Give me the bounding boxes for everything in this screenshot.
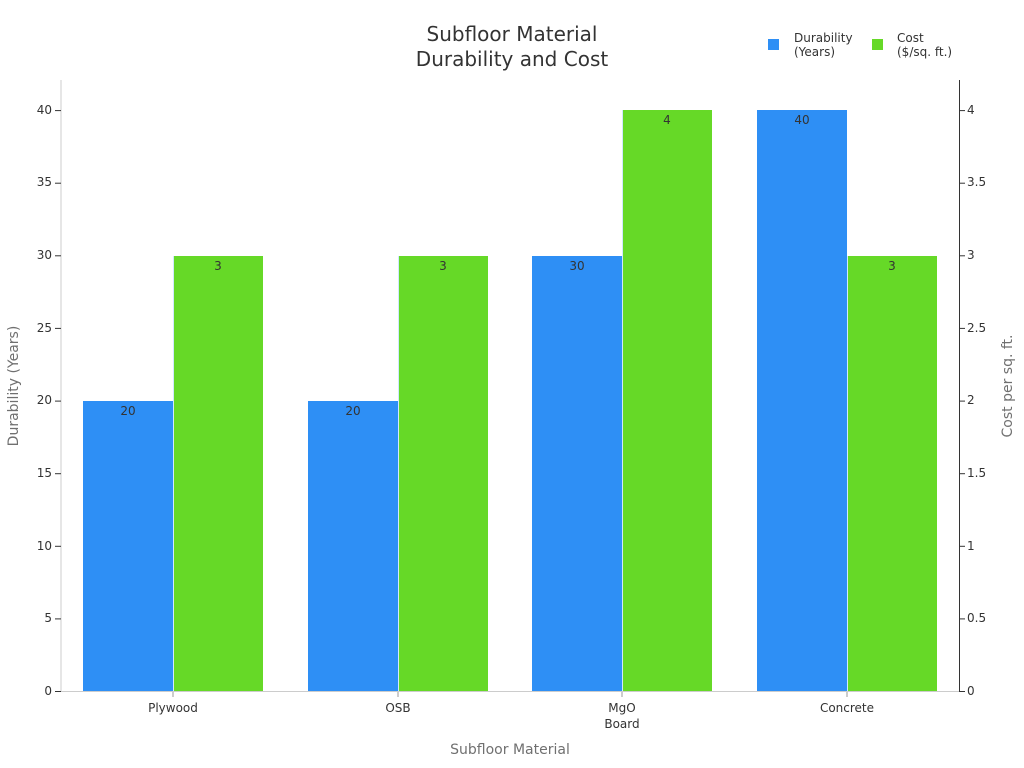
bar-cost-mgo-board xyxy=(622,110,712,691)
bar-value-label: 20 xyxy=(120,404,136,418)
bar-durability-concrete xyxy=(757,110,847,691)
y-tick: 40 xyxy=(36,103,52,117)
y-axis-right-title: Cost per sq. ft. xyxy=(1000,334,1016,438)
bar-cost-concrete xyxy=(847,256,937,691)
x-tick-text: Concrete xyxy=(819,701,875,715)
y-tick: 35 xyxy=(36,175,52,189)
bar-value-label: 40 xyxy=(794,113,810,127)
y-right-tick: 1.5 xyxy=(967,466,987,480)
legend-swatch-durability xyxy=(768,39,779,50)
bar-value-label: 3 xyxy=(439,259,447,273)
y-tick: 15 xyxy=(36,466,52,480)
y-right-tick: 3.5 xyxy=(967,175,987,189)
y-tick: 5 xyxy=(44,611,52,625)
bar-cost-osb xyxy=(398,256,488,691)
bar-durability-plywood xyxy=(83,401,173,691)
bar-cost-plywood xyxy=(173,256,263,691)
bar-value-label: 3 xyxy=(888,259,896,273)
x-tick-concrete: Concrete xyxy=(787,700,907,716)
y-right-tick: 0.5 xyxy=(967,611,987,625)
y-tick: 30 xyxy=(36,248,52,262)
y-right-tick: 2 xyxy=(967,393,975,407)
y-right-tick: 4 xyxy=(967,103,975,117)
x-tick-plywood: Plywood xyxy=(113,700,233,716)
y-right-tick: 3 xyxy=(967,248,975,262)
bar-value-label: 3 xyxy=(214,259,222,273)
bar-value-label: 20 xyxy=(345,404,361,418)
x-tick-text: Board xyxy=(604,717,640,731)
chart-title-line-2: Durability and Cost xyxy=(415,47,609,71)
x-axis-title: Subfloor Material xyxy=(450,742,570,758)
legend-label-cost: Cost ($/sq. ft.) xyxy=(897,31,952,59)
y-tick: 0 xyxy=(44,684,52,698)
y-right-tick: 0 xyxy=(967,684,975,698)
x-tick-mgo-board: MgO Board xyxy=(562,700,682,732)
bar-value-label: 4 xyxy=(663,113,671,127)
x-tick-osb: OSB xyxy=(338,700,458,716)
legend-text: (Years) xyxy=(794,45,836,59)
y-right-tick: 2.5 xyxy=(967,321,987,335)
x-tick-text: OSB xyxy=(385,701,411,715)
x-tick-text: Plywood xyxy=(148,701,198,715)
legend-swatch-cost xyxy=(872,39,883,50)
chart-title: Subfloor Material Durability and Cost xyxy=(0,22,1024,72)
legend-text: Cost xyxy=(897,31,924,45)
legend-text: Durability xyxy=(794,31,853,45)
x-tick-text: MgO xyxy=(608,701,636,715)
y-tick: 10 xyxy=(36,539,52,553)
chart-title-line-1: Subfloor Material xyxy=(426,22,598,46)
y-tick: 25 xyxy=(36,321,52,335)
bar-durability-mgo-board xyxy=(532,256,622,691)
y-right-tick: 1 xyxy=(967,539,975,553)
y-tick: 20 xyxy=(36,393,52,407)
bar-value-label: 30 xyxy=(569,259,585,273)
legend-label-durability: Durability (Years) xyxy=(794,31,853,59)
bar-durability-osb xyxy=(308,401,398,691)
y-axis-left-title: Durability (Years) xyxy=(6,325,22,447)
legend-text: ($/sq. ft.) xyxy=(897,45,953,59)
